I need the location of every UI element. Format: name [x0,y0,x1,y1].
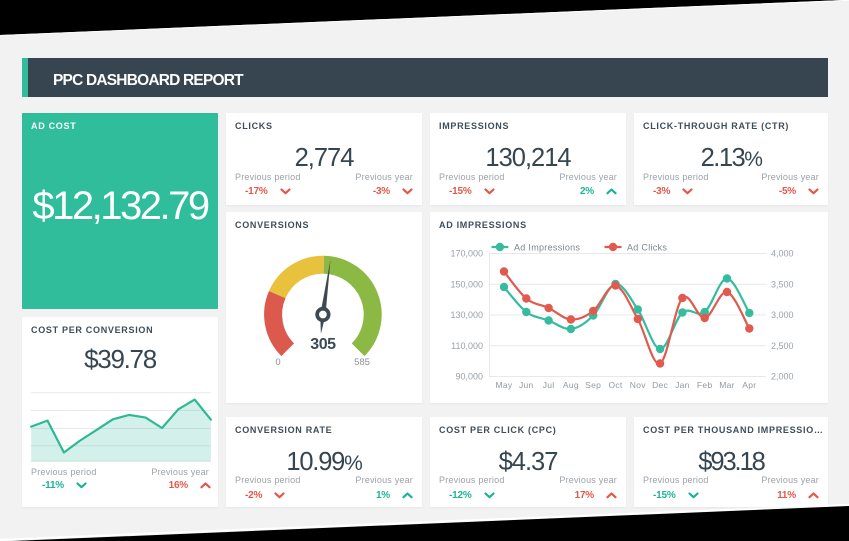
svg-text:Jul: Jul [543,380,555,390]
svg-text:Aug: Aug [563,380,579,390]
svg-text:2,000: 2,000 [771,372,794,382]
svg-text:Sep: Sep [585,380,601,390]
svg-text:2,500: 2,500 [771,341,794,351]
svg-text:Apr: Apr [742,380,756,390]
svg-text:Feb: Feb [697,380,713,390]
svg-text:90,000: 90,000 [455,372,483,382]
svg-text:May: May [496,380,513,390]
svg-text:Oct: Oct [608,380,622,390]
svg-text:130,000: 130,000 [450,310,483,320]
svg-text:3,500: 3,500 [771,279,794,289]
svg-text:Jun: Jun [519,380,534,390]
svg-text:Dec: Dec [652,380,668,390]
svg-text:585: 585 [354,357,370,368]
svg-text:Ad Clicks: Ad Clicks [627,243,667,253]
svg-text:Mar: Mar [719,380,735,390]
svg-text:305: 305 [310,336,336,353]
svg-text:170,000: 170,000 [450,249,483,259]
svg-text:110,000: 110,000 [451,341,483,351]
svg-text:Ad Impressions: Ad Impressions [514,243,580,253]
svg-text:Nov: Nov [630,380,646,390]
svg-text:150,000: 150,000 [450,279,483,289]
svg-text:3,000: 3,000 [771,310,794,320]
svg-text:0: 0 [275,357,280,368]
svg-text:Jan: Jan [675,380,690,390]
svg-text:4,000: 4,000 [771,249,794,259]
